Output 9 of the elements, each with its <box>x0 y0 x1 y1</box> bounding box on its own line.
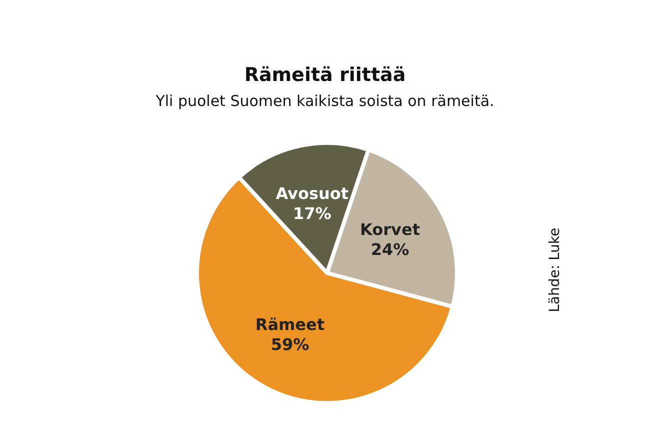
slice-label: Korvet <box>360 220 420 240</box>
text: Lähde: Luke <box>547 228 563 312</box>
slice-label: Avosuot <box>276 184 349 204</box>
chart-title: Rämeitä riittää <box>243 64 407 86</box>
data-label: 17% <box>292 204 332 224</box>
data-label: 59% <box>270 335 310 354</box>
data-label: 24% <box>370 240 410 260</box>
slice-label: Rämeet <box>255 315 325 334</box>
chart-subtitle: Yli puolet Suomen kaikista soista on rämeitä. <box>154 92 496 110</box>
